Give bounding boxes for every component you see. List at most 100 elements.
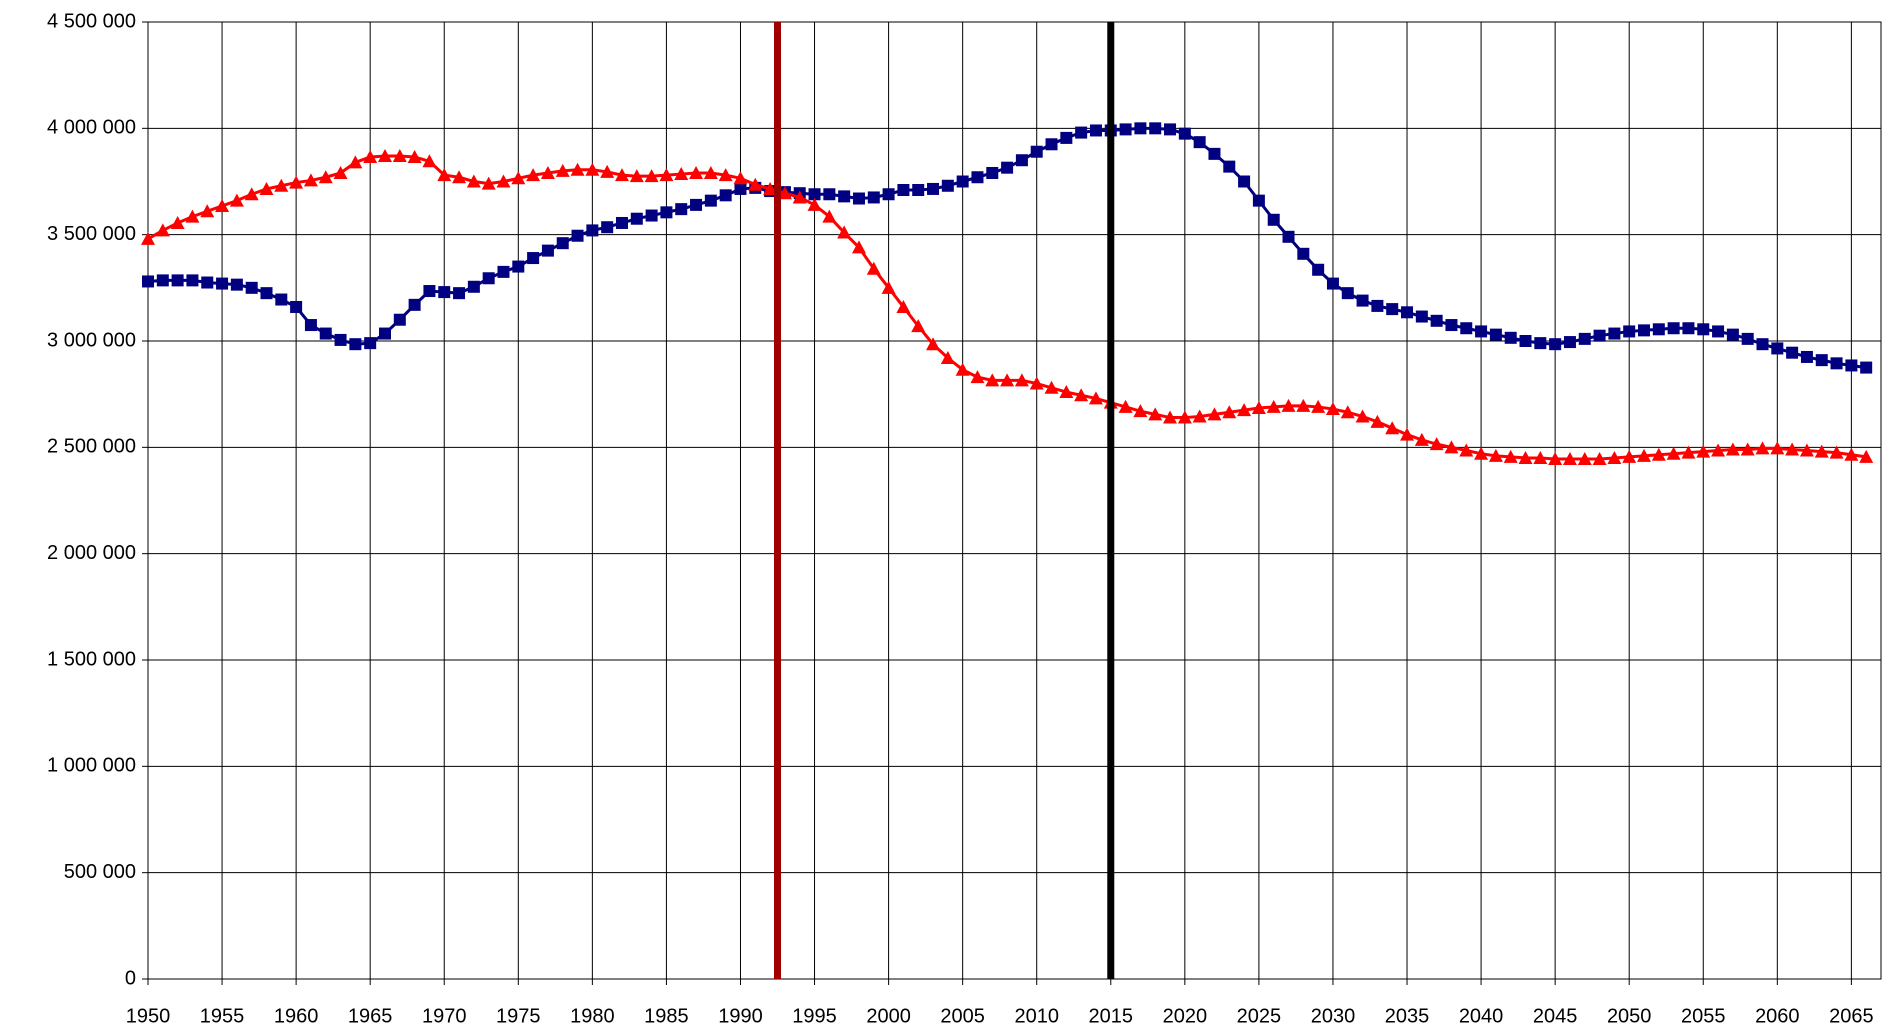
x-tick-label: 2040 <box>1459 1005 1504 1027</box>
triangle-marker <box>1681 445 1696 459</box>
square-marker <box>571 229 584 242</box>
square-marker <box>512 260 525 273</box>
x-tick-label: 2020 <box>1163 1005 1208 1027</box>
square-marker <box>334 333 347 346</box>
square-marker <box>186 274 199 287</box>
square-marker <box>1860 361 1873 374</box>
triangle-marker <box>1637 448 1652 462</box>
square-marker <box>1401 306 1414 319</box>
triangle-marker <box>926 337 941 351</box>
y-tick-label: 4 500 000 <box>47 10 136 32</box>
y-tick-label: 2 500 000 <box>47 436 136 458</box>
square-marker <box>1430 314 1443 327</box>
square-marker <box>171 274 184 287</box>
triangle-marker <box>437 168 452 182</box>
x-tick-label: 2045 <box>1533 1005 1578 1027</box>
square-marker <box>497 265 510 278</box>
triangle-marker <box>1755 441 1770 455</box>
square-marker <box>823 188 836 201</box>
triangle-marker <box>1785 442 1800 456</box>
square-marker <box>1356 294 1369 307</box>
square-marker <box>378 327 391 340</box>
square-marker <box>1815 354 1828 367</box>
square-marker <box>1682 322 1695 335</box>
triangle-marker <box>881 280 896 294</box>
triangle-marker <box>1207 407 1222 421</box>
triangle-marker <box>1237 403 1252 417</box>
square-marker <box>1667 322 1680 335</box>
triangle-marker <box>1770 441 1785 455</box>
square-marker <box>1800 350 1813 363</box>
plot-frame <box>147 21 1882 980</box>
triangle-marker <box>481 176 496 190</box>
square-marker <box>1149 122 1162 135</box>
triangle-marker <box>1844 447 1859 461</box>
triangle-marker <box>1029 376 1044 390</box>
square-marker <box>1726 328 1739 341</box>
triangle-marker <box>1311 399 1326 413</box>
square-marker <box>897 184 910 197</box>
triangle-marker <box>229 193 244 207</box>
triangle-marker <box>674 167 689 181</box>
x-tick-label: 1985 <box>644 1005 689 1027</box>
triangle-marker <box>1503 449 1518 463</box>
x-tick-label: 2055 <box>1681 1005 1726 1027</box>
triangle-marker <box>200 204 215 218</box>
triangle-marker <box>896 299 911 313</box>
square-marker <box>1193 136 1206 149</box>
square-marker <box>1638 324 1651 337</box>
y-tick-label: 4 000 000 <box>47 117 136 139</box>
triangle-marker <box>1281 398 1296 412</box>
triangle-marker <box>555 163 570 177</box>
triangle-marker <box>1370 414 1385 428</box>
square-marker <box>319 327 332 340</box>
triangle-marker <box>303 173 318 187</box>
triangle-marker <box>318 170 333 184</box>
triangle-marker <box>570 162 585 176</box>
triangle-marker <box>911 319 926 333</box>
triangle-marker <box>1044 380 1059 394</box>
square-marker <box>1563 336 1576 349</box>
square-marker <box>556 237 569 250</box>
triangle-marker <box>1829 445 1844 459</box>
triangle-marker <box>185 209 200 223</box>
triangle-marker <box>629 169 644 183</box>
square-marker <box>986 166 999 179</box>
y-tick-label: 3 000 000 <box>47 329 136 351</box>
triangle-marker <box>1459 443 1474 457</box>
triangle-marker <box>1488 448 1503 462</box>
square-marker <box>1341 287 1354 300</box>
triangle-marker <box>422 154 437 168</box>
square-marker <box>956 175 969 188</box>
triangle-marker <box>1074 388 1089 402</box>
square-marker <box>1741 332 1754 345</box>
square-marker <box>675 203 688 216</box>
x-tick-label: 1960 <box>274 1005 319 1027</box>
square-marker <box>290 300 303 313</box>
triangle-marker <box>614 168 629 182</box>
x-tick-label: 1980 <box>570 1005 615 1027</box>
triangle-marker <box>1814 444 1829 458</box>
square-marker <box>867 191 880 204</box>
square-marker <box>630 212 643 225</box>
square-marker <box>408 298 421 311</box>
square-marker <box>1504 331 1517 344</box>
triangle-marker <box>792 190 807 204</box>
y-tick-label: 1 000 000 <box>47 755 136 777</box>
x-tick-label: 2025 <box>1237 1005 1282 1027</box>
square-marker <box>216 277 229 290</box>
square-marker <box>1267 213 1280 226</box>
triangle-marker <box>1340 405 1355 419</box>
square-marker <box>1208 147 1221 160</box>
square-marker <box>1415 310 1428 323</box>
square-marker <box>1312 263 1325 276</box>
square-marker <box>1119 123 1132 136</box>
triangle-marker <box>289 175 304 189</box>
triangle-marker <box>1325 402 1340 416</box>
square-marker <box>393 313 406 326</box>
square-marker <box>1756 338 1769 351</box>
x-tick-label: 2035 <box>1385 1005 1430 1027</box>
triangle-marker <box>763 181 778 195</box>
square-marker <box>245 281 258 294</box>
triangle-marker <box>1133 404 1148 418</box>
